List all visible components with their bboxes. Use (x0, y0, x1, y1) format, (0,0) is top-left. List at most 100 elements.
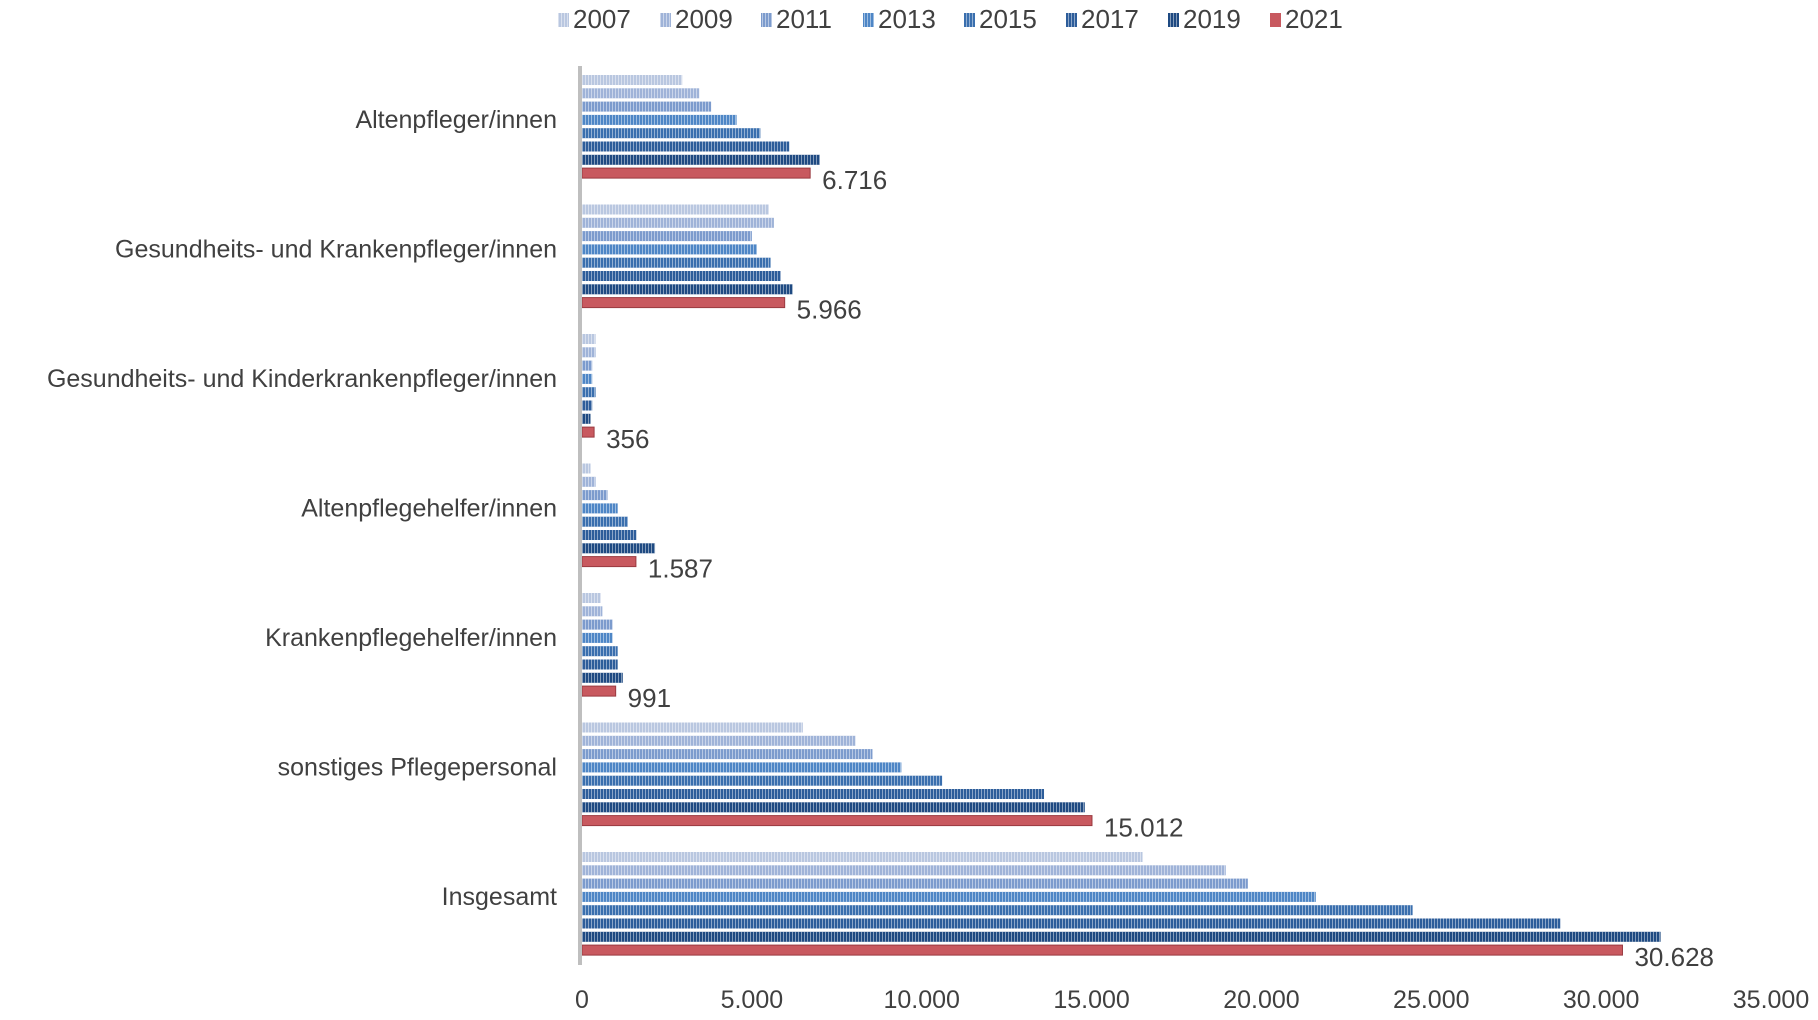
data-label: 356 (606, 424, 649, 454)
bar-2021 (581, 556, 637, 568)
bar-hatch (582, 672, 623, 683)
legend-swatch-2021 (1270, 13, 1281, 27)
bars: 6.716 5.966 356 1.587 991 15.012 30.628 (581, 75, 1714, 972)
bar-hatch (582, 905, 1413, 916)
bar-hatch (582, 257, 771, 268)
category-label: Altenpfleger/innen (355, 106, 557, 134)
bar-hatch (582, 775, 943, 786)
x-tick-label: 0 (575, 986, 589, 1014)
bar-hatch (582, 543, 656, 554)
bar-hatch (582, 490, 608, 501)
legend-label-2017: 2017 (1081, 4, 1139, 34)
legend-swatch-hatch (1168, 13, 1179, 27)
x-tick-label: 20.000 (1223, 986, 1299, 1014)
category-labels: Altenpfleger/innen Gesundheits- und Krank… (47, 106, 557, 911)
legend-label-2021: 2021 (1285, 4, 1343, 34)
legend-label-2019: 2019 (1183, 4, 1241, 34)
bar-hatch (582, 619, 613, 630)
legend-swatch-hatch (660, 13, 671, 27)
bar-hatch (582, 632, 613, 643)
category-label: sonstiges Pflegepersonal (278, 754, 557, 782)
bar-hatch (582, 593, 601, 603)
bar-hatch (582, 347, 596, 358)
bar-hatch (582, 360, 593, 371)
bar-hatch (582, 413, 591, 424)
x-tick-label: 35.000 (1733, 986, 1809, 1014)
bar-hatch (582, 334, 596, 344)
bar-hatch (582, 141, 790, 152)
bar-hatch (582, 88, 700, 99)
bar-hatch (582, 789, 1045, 799)
category-label: Insgesamt (442, 883, 557, 911)
bar-hatch (582, 387, 596, 398)
bar-2021 (581, 167, 811, 179)
bar-hatch (582, 400, 593, 411)
bar-2021 (581, 685, 617, 697)
bar-hatch (582, 931, 1661, 942)
bar-hatch (582, 101, 712, 112)
x-tick-label: 10.000 (883, 986, 959, 1014)
legend-label-2011: 2011 (776, 4, 832, 34)
bar-hatch (582, 802, 1085, 813)
data-label: 6.716 (822, 165, 887, 195)
x-tick-label: 15.000 (1053, 986, 1129, 1014)
bar-hatch (582, 659, 618, 670)
bar-hatch (582, 606, 603, 617)
data-label: 1.587 (648, 554, 713, 584)
bar-hatch (582, 516, 628, 527)
data-label: 5.966 (797, 295, 862, 325)
bar-hatch (582, 918, 1561, 929)
data-label: 15.012 (1104, 813, 1184, 843)
bar-hatch (582, 154, 820, 165)
bar-hatch (582, 878, 1248, 889)
bar-2021 (581, 944, 1623, 956)
bar-hatch (582, 75, 683, 85)
legend: 2007 2009 2011 2013 2015 2017 2019 2021 (558, 4, 1343, 34)
bar-hatch (582, 463, 591, 474)
bar-hatch (582, 503, 618, 514)
data-label: 991 (628, 683, 671, 713)
bar-hatch (582, 284, 793, 295)
x-axis: 0 5.000 10.000 15.000 20.000 25.000 30.000 35.0… (575, 66, 1809, 1014)
x-tick-label: 5.000 (721, 986, 784, 1014)
bar-hatch (582, 217, 774, 228)
x-tick-label: 30.000 (1563, 986, 1639, 1014)
legend-label-2009: 2009 (675, 4, 733, 34)
legend-label-2013: 2013 (878, 4, 936, 34)
category-label: Gesundheits- und Krankenpfleger/innen (115, 236, 557, 264)
bar-hatch (582, 852, 1143, 862)
bar-hatch (582, 749, 873, 760)
x-tick-label: 25.000 (1393, 986, 1469, 1014)
bar-hatch (582, 204, 769, 215)
legend-swatch-hatch (863, 13, 874, 27)
bar-hatch (582, 244, 757, 255)
bar-hatch (582, 231, 752, 242)
bar-hatch (582, 476, 596, 487)
bar-2021 (581, 297, 786, 309)
bar-2021 (581, 815, 1093, 827)
bar-hatch (582, 762, 902, 773)
bar-hatch (582, 271, 781, 281)
category-label: Altenpflegehelfer/innen (301, 495, 557, 523)
bar-hatch (582, 114, 737, 125)
legend-swatch-hatch (558, 13, 569, 27)
bar-hatch (582, 646, 618, 657)
category-label: Gesundheits- und Kinderkrankenpfleger/in… (47, 365, 557, 393)
legend-swatch-hatch (1066, 13, 1077, 27)
bar-hatch (582, 722, 803, 733)
legend-label-2015: 2015 (979, 4, 1037, 34)
bar-hatch (582, 891, 1316, 902)
bar-hatch (582, 530, 637, 540)
bar-hatch (582, 373, 593, 384)
data-label: 30.628 (1634, 942, 1714, 972)
bar-hatch (582, 128, 761, 139)
bar-hatch (582, 735, 856, 746)
legend-label-2007: 2007 (573, 4, 631, 34)
legend-swatch-hatch (761, 13, 772, 27)
bar-2021 (581, 426, 595, 438)
category-label: Krankenpflegehelfer/innen (265, 624, 557, 652)
bar-hatch (582, 865, 1226, 876)
legend-swatch-hatch (964, 13, 975, 27)
